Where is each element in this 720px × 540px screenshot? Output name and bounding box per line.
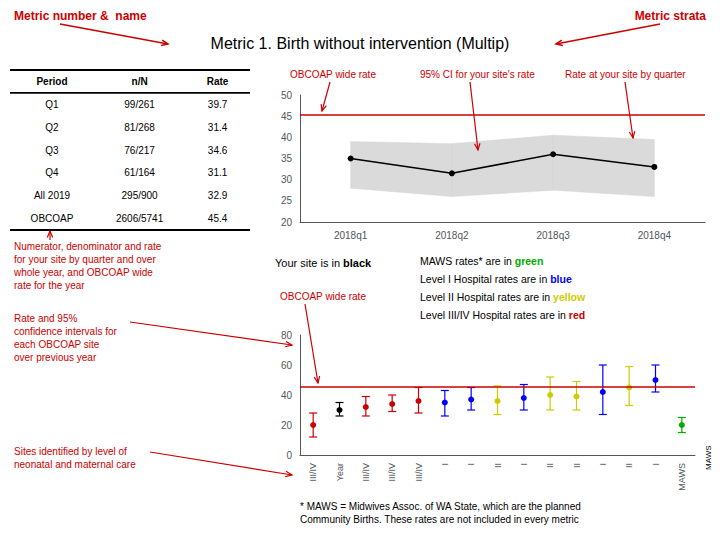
svg-text:60: 60 [281, 360, 293, 371]
svg-text:II: II [624, 463, 634, 468]
svg-text:OBCOAP wide rate: OBCOAP wide rate [290, 69, 376, 80]
svg-text:green: green [515, 255, 544, 267]
svg-text:Year: Year [335, 463, 345, 481]
svg-text:40: 40 [281, 390, 293, 401]
svg-text:OBCOAP wide rate: OBCOAP wide rate [280, 291, 366, 302]
svg-text:MAWS: MAWS [677, 463, 687, 491]
svg-text:yellow: yellow [553, 291, 586, 303]
svg-text:76/217: 76/217 [124, 145, 155, 156]
svg-text:2018q4: 2018q4 [638, 230, 672, 241]
svg-text:Rate and 95%: Rate and 95% [14, 313, 77, 324]
svg-text:Q1: Q1 [45, 99, 59, 110]
svg-text:confidence intervals for: confidence intervals for [14, 326, 118, 337]
svg-text:n/N: n/N [132, 76, 148, 87]
svg-text:2018q2: 2018q2 [435, 230, 469, 241]
svg-text:Metric number & name: Metric number & name [14, 9, 147, 23]
svg-text:rate for the year: rate for the year [14, 280, 85, 291]
svg-text:* MAWS = Midwives Assoc. of WA: * MAWS = Midwives Assoc. of WA State, wh… [300, 501, 581, 512]
svg-text:I: I [440, 463, 450, 466]
svg-text:30: 30 [281, 174, 293, 185]
svg-text:over previous year: over previous year [14, 352, 97, 363]
svg-text:50: 50 [281, 90, 293, 101]
svg-text:31.1: 31.1 [208, 167, 228, 178]
svg-text:95% CI for your site's rate: 95% CI for your site's rate [420, 69, 535, 80]
svg-text:II: II [493, 463, 503, 468]
svg-text:0: 0 [286, 450, 292, 461]
svg-text:81/268: 81/268 [124, 122, 155, 133]
svg-text:whole year, and OBCOAP wide: whole year, and OBCOAP wide [13, 267, 153, 278]
svg-text:Numerator, denominator and rat: Numerator, denominator and rate [14, 241, 162, 252]
svg-text:45: 45 [281, 111, 293, 122]
svg-text:80: 80 [281, 330, 293, 341]
svg-text:2606/5741: 2606/5741 [116, 213, 164, 224]
svg-text:Rate at your site by quarter: Rate at your site by quarter [565, 69, 686, 80]
svg-text:Q2: Q2 [45, 122, 59, 133]
svg-text:Level III/IV Hospital rates ar: Level III/IV Hospital rates are in [420, 309, 569, 321]
svg-text:All 2019: All 2019 [34, 190, 71, 201]
svg-text:MAWS rates* are in: MAWS rates* are in [420, 255, 515, 267]
svg-text:I: I [466, 463, 476, 466]
svg-text:Metric strata: Metric strata [635, 9, 707, 23]
svg-text:99/261: 99/261 [124, 99, 155, 110]
svg-text:MAWS: MAWS [704, 445, 713, 470]
svg-text:Metric 1. Birth without interv: Metric 1. Birth without intervention (Mu… [211, 35, 510, 52]
svg-text:I: I [598, 463, 608, 466]
svg-text:2018q1: 2018q1 [334, 230, 368, 241]
svg-text:II: II [545, 463, 555, 468]
svg-text:45.4: 45.4 [208, 213, 228, 224]
svg-text:blue: blue [550, 273, 572, 285]
svg-text:39.7: 39.7 [208, 99, 228, 110]
svg-text:20: 20 [281, 217, 293, 228]
svg-text:2018q3: 2018q3 [536, 230, 570, 241]
svg-text:red: red [569, 309, 585, 321]
svg-text:Rate: Rate [207, 76, 229, 87]
svg-text:Q4: Q4 [45, 167, 59, 178]
svg-text:for your site by quarter and o: for your site by quarter and over [14, 254, 156, 265]
svg-text:31.4: 31.4 [208, 122, 228, 133]
svg-text:II: II [572, 463, 582, 468]
svg-text:61/164: 61/164 [124, 167, 155, 178]
svg-text:I: I [519, 463, 529, 466]
svg-text:25: 25 [281, 195, 293, 206]
svg-text:295/900: 295/900 [122, 190, 159, 201]
svg-text:Community Births. These rates: Community Births. These rates are not in… [300, 514, 579, 525]
svg-text:Level I Hospital rates are in: Level I Hospital rates are in [420, 273, 550, 285]
svg-text:III/IV: III/IV [387, 463, 397, 482]
svg-text:III/IV: III/IV [361, 463, 371, 482]
svg-text:32.9: 32.9 [208, 190, 228, 201]
svg-text:III/IV: III/IV [308, 463, 318, 482]
svg-text:40: 40 [281, 132, 293, 143]
svg-text:Q3: Q3 [45, 145, 59, 156]
svg-text:34.6: 34.6 [208, 145, 228, 156]
svg-text:Period: Period [36, 76, 67, 87]
svg-text:I: I [651, 463, 661, 466]
svg-text:OBCOAP: OBCOAP [31, 213, 74, 224]
svg-text:each OBCOAP site: each OBCOAP site [14, 339, 100, 350]
svg-text:20: 20 [281, 420, 293, 431]
svg-text:35: 35 [281, 153, 293, 164]
svg-text:black: black [343, 257, 372, 269]
svg-text:Sites identified by level of: Sites identified by level of [14, 446, 127, 457]
svg-text:III/IV: III/IV [414, 463, 424, 482]
svg-text:Your site is in: Your site is in [275, 257, 343, 269]
svg-text:neonatal and maternal care: neonatal and maternal care [14, 459, 136, 470]
svg-text:Level II Hospital rates are in: Level II Hospital rates are in [420, 291, 553, 303]
